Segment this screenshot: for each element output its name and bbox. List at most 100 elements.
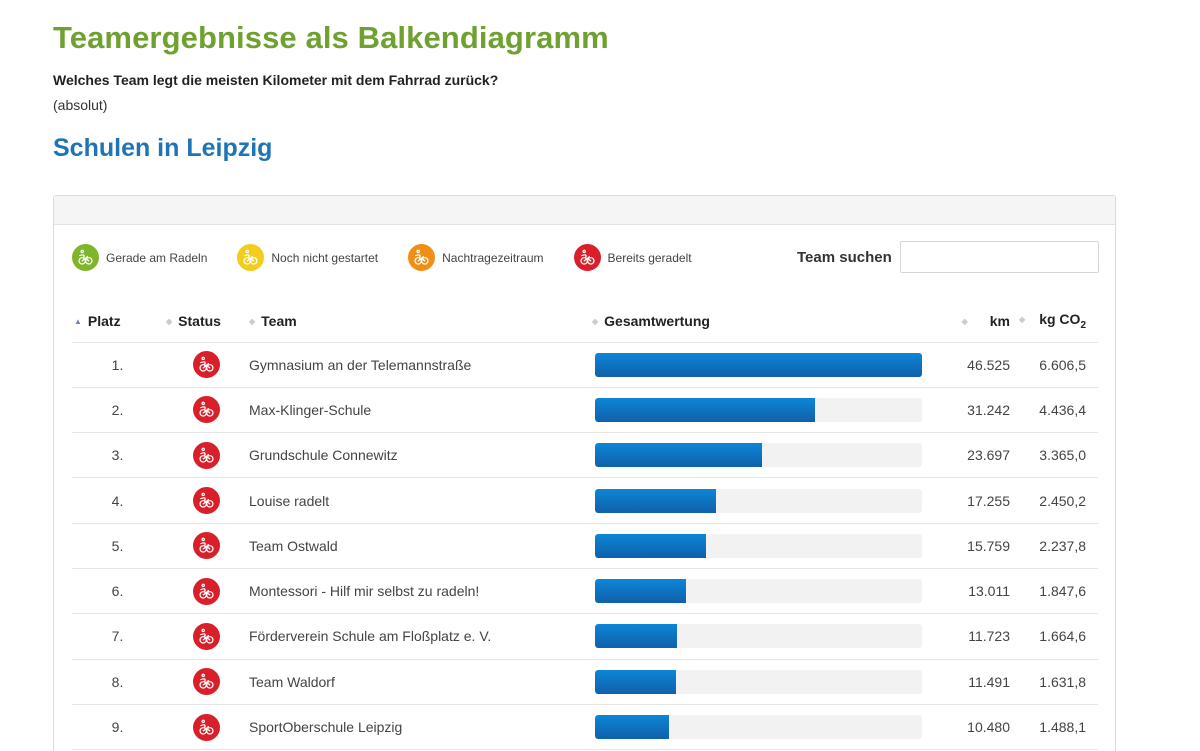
panel-header [54,196,1115,225]
team-cell: Gymnasium an der Telemannstraße [249,342,592,388]
score-bar-track [595,352,922,377]
co2-cell: 1.631,8 [1014,659,1098,705]
co2-cell: 1.488,1 [1014,704,1098,751]
column-header-rank[interactable]: ▲ Platz [72,300,163,343]
bike-icon [72,244,99,271]
km-cell: 15.759 [941,523,1014,569]
table-header-row: ▲ Platz ◆ Status ◆ Team ◆ Gesamtwertung ◆ km … [72,300,1098,343]
km-cell: 23.697 [941,432,1014,479]
co2-cell: 3.365,0 [1014,432,1098,479]
table-row[interactable]: 5. Team Ostwald 15.759 2.237,8 [72,523,1098,569]
km-cell: 10.480 [941,704,1014,751]
sort-icon: ◆ [166,316,173,326]
km-cell: 17.255 [941,477,1014,524]
rank-cell: 6. [72,568,163,615]
km-cell: 31.242 [941,387,1014,434]
section-title: Schulen in Leipzig [53,134,273,162]
rank-cell: 8. [72,659,163,705]
column-header-team[interactable]: ◆ Team [249,300,592,343]
column-header-score[interactable]: ◆ Gesamtwertung [592,300,941,343]
page-title: Teamergebnisse als Balkendiagramm [53,20,609,55]
page-note: (absolut) [53,97,108,113]
sort-icon: ◆ [1019,314,1026,324]
bike-icon [573,244,601,271]
table-row[interactable]: 1. Gymnasium an der Telemannstraße 46.525 6… [72,342,1098,388]
score-cell [592,432,941,479]
km-cell: 11.723 [941,613,1014,660]
team-cell: Grundschule Connewitz [249,432,592,479]
rank-cell: 4. [72,477,163,524]
bike-icon [408,244,436,271]
column-header-status[interactable]: ◆ Status [163,300,249,343]
bike-status-icon [192,668,220,696]
rank-cell: 2. [72,387,163,434]
km-cell: 13.011 [941,568,1014,615]
legend-label: Nachtragezeitraum [442,250,544,265]
sort-asc-icon: ▲ [74,316,82,326]
legend-item: Bereits geradelt [573,244,692,271]
score-bar-fill [595,715,669,740]
bike-status-icon [192,351,220,379]
score-bar-fill [595,443,762,468]
bike-status-icon [192,622,220,650]
table-row[interactable]: 2. Max-Klinger-Schule 31.242 4.436,4 [72,387,1098,434]
legend-item: Noch nicht gestartet [237,244,378,271]
sort-icon: ◆ [249,316,256,326]
status-cell [163,704,249,751]
score-bar-fill [595,624,678,649]
team-cell: Förderverein Schule am Floßplatz e. V. [249,613,592,660]
table-row[interactable]: 3. Grundschule Connewitz 23.697 3.365,0 [72,432,1098,479]
score-bar-track [595,488,922,513]
status-cell [163,477,249,524]
score-bar-fill [595,579,687,604]
km-cell: 11.491 [941,659,1014,705]
status-cell [163,613,249,660]
bike-status-icon [192,396,220,424]
score-bar-fill [595,488,717,513]
team-cell: Louise radelt [249,477,592,524]
legend-label: Noch nicht gestartet [271,250,379,265]
team-search: Team suchen [797,241,1099,273]
score-bar-track [595,579,922,604]
team-cell: SportOberschule Leipzig [249,704,592,751]
co2-cell: 2.450,2 [1014,477,1098,524]
bike-status-icon [192,441,220,469]
table-row[interactable]: 9. SportOberschule Leipzig 10.480 1.488,1 [72,704,1098,751]
score-cell [592,342,941,388]
legend-label: Gerade am Radeln [106,250,208,265]
km-cell: 46.525 [941,342,1014,388]
bike-status-icon [192,532,220,560]
score-bar-track [595,669,922,694]
column-header-co2[interactable]: ◆ kg CO2 [1014,300,1098,343]
status-cell [163,342,249,388]
page-subtitle: Welches Team legt die meisten Kilometer … [53,72,499,88]
score-bar-track [595,397,922,422]
status-cell [163,659,249,705]
score-bar-fill [595,352,922,377]
score-cell [592,477,941,524]
rank-cell: 3. [72,432,163,479]
column-header-km[interactable]: ◆ km [941,300,1014,343]
status-cell [163,568,249,615]
status-cell [163,523,249,569]
score-bar-fill [595,669,676,694]
score-bar-track [595,533,922,558]
team-search-input[interactable] [899,241,1099,273]
table-row[interactable]: 6. Montessori - Hilf mir selbst zu radeln… [72,568,1098,615]
co2-cell: 2.237,8 [1014,523,1098,569]
results-table: ▲ Platz ◆ Status ◆ Team ◆ Gesamtwertung ◆ km … [72,300,1098,751]
table-row[interactable]: 7. Förderverein Schule am Floßplatz e. V.… [72,613,1098,660]
legend-item: Nachtragezeitraum [408,244,544,271]
status-legend: Gerade am Radeln Noch nicht gestartet Nach… [72,244,722,271]
table-row[interactable]: 4. Louise radelt 17.255 2.450,2 [72,477,1098,524]
score-bar-track [595,624,922,649]
legend-item: Gerade am Radeln [72,244,207,271]
score-cell [592,523,941,569]
score-cell [592,704,941,751]
score-cell [592,387,941,434]
team-cell: Team Ostwald [249,523,592,569]
table-row[interactable]: 8. Team Waldorf 11.491 1.631,8 [72,659,1098,705]
bike-status-icon [192,487,220,515]
team-cell: Montessori - Hilf mir selbst zu radeln! [249,568,592,615]
team-cell: Max-Klinger-Schule [249,387,592,434]
